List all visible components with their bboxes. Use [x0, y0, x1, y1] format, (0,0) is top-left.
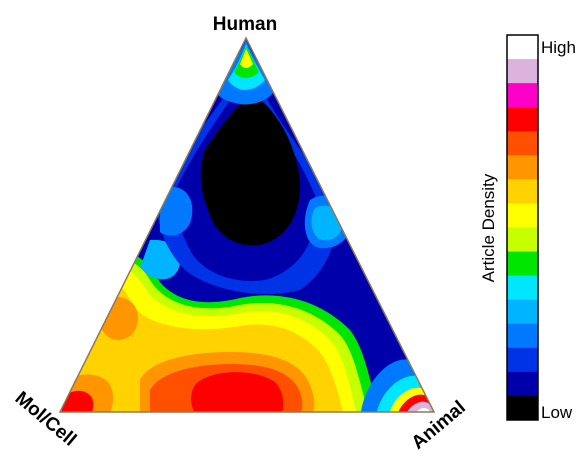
colorbar-swatch [507, 203, 538, 228]
colorbar-swatch [507, 299, 538, 325]
colorbar-swatch [507, 227, 538, 253]
colorbar-swatch [507, 251, 538, 277]
density-level-apex-yellow [240, 49, 253, 68]
colorbar-swatch [507, 107, 538, 132]
density-level-sky-right [311, 205, 343, 241]
colorbar-frame [506, 34, 539, 421]
ternary-triangle-outline [58, 36, 436, 413]
colorbar-title: Article Density [479, 173, 498, 282]
density-level-red-left [62, 390, 94, 412]
colorbar-high-label: High [541, 38, 576, 57]
density-level-red [191, 372, 284, 412]
colorbar-swatch [507, 275, 538, 301]
colorbar-swatch [507, 35, 538, 60]
density-level-black [200, 95, 301, 246]
colorbar-swatch [507, 59, 538, 84]
vertex-label-human: Human [213, 14, 277, 35]
colorbar-swatch [507, 179, 538, 204]
colorbar [507, 35, 538, 421]
colorbar-swatch [507, 155, 538, 180]
density-level-animal-white [412, 407, 432, 412]
colorbar-swatch [507, 83, 538, 108]
colorbar-swatch [507, 371, 538, 397]
colorbar-swatch [507, 347, 538, 373]
colorbar-low-label: Low [541, 403, 573, 422]
density-level-blue-left [160, 186, 193, 236]
colorbar-swatch [507, 323, 538, 349]
colorbar-swatch [507, 131, 538, 156]
colorbar-swatch [507, 395, 538, 421]
density-level-orange-blob-left [98, 296, 138, 340]
